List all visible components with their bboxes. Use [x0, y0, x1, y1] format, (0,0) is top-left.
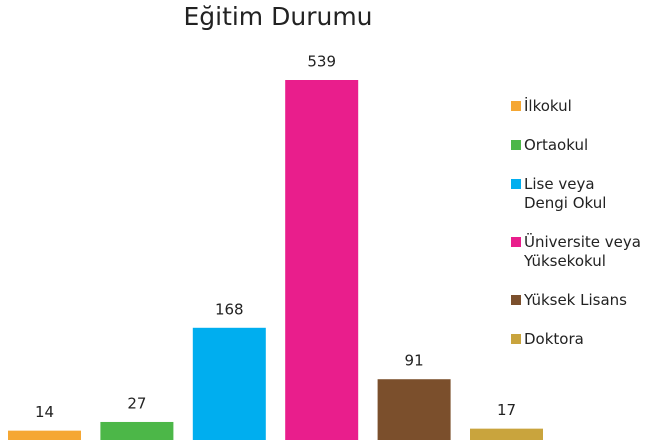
- legend-swatch: [511, 334, 521, 344]
- legend-label: Doktora: [524, 330, 584, 348]
- legend-label: Yüksek Lisans: [524, 291, 627, 309]
- bar: [470, 428, 543, 440]
- legend-swatch: [511, 179, 521, 189]
- value-label: 539: [307, 53, 336, 71]
- value-label: 91: [405, 352, 424, 370]
- legend-label: Üniversite veya Yüksekokul: [524, 233, 641, 270]
- value-label: 17: [497, 401, 516, 419]
- value-label: 168: [215, 300, 244, 318]
- bar: [192, 327, 266, 440]
- bar: [285, 80, 359, 440]
- value-label: 27: [127, 394, 146, 412]
- bar: [377, 379, 451, 440]
- legend: İlkokul Ortaokul Lise veya Dengi Okul Ünive…: [511, 97, 651, 349]
- legend-item: Lise veya Dengi Okul: [511, 175, 611, 213]
- legend-item: İlkokul: [511, 97, 651, 116]
- legend-swatch: [511, 237, 521, 247]
- legend-item: Üniversite veya Yüksekokul: [511, 233, 651, 271]
- legend-swatch: [511, 295, 521, 305]
- legend-swatch: [511, 140, 521, 150]
- legend-item: Yüksek Lisans: [511, 291, 651, 310]
- chart-title: Eğitim Durumu: [183, 2, 372, 31]
- value-label: 14: [35, 403, 54, 421]
- legend-swatch: [511, 101, 521, 111]
- legend-item: Doktora: [511, 330, 651, 349]
- legend-label: Ortaokul: [524, 136, 589, 154]
- legend-label: Lise veya Dengi Okul: [524, 175, 607, 212]
- legend-label: İlkokul: [524, 97, 572, 115]
- bar: [100, 421, 174, 440]
- legend-item: Ortaokul: [511, 136, 651, 155]
- bar: [8, 430, 81, 440]
